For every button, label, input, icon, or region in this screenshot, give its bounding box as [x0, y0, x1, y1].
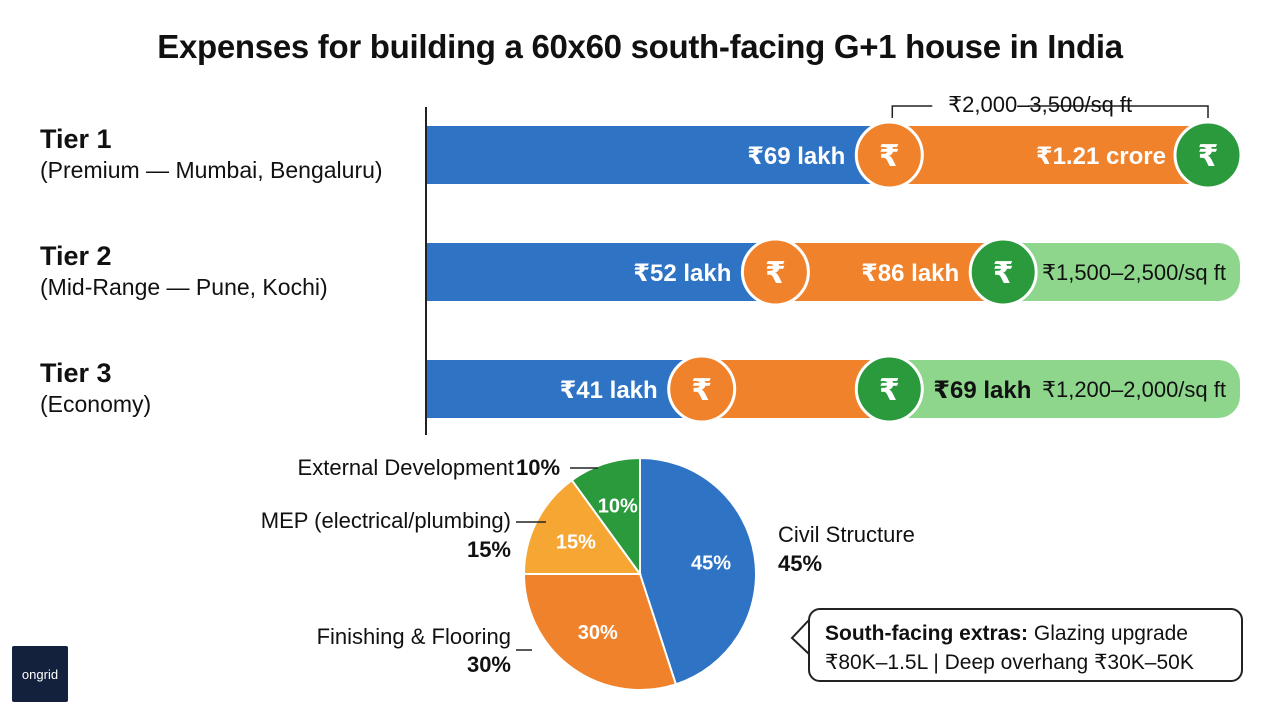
pie-legend-pct: 15% [467, 537, 511, 562]
rupee-symbol: ₹ [879, 139, 900, 174]
bar-high-label: ₹86 lakh [861, 260, 959, 287]
rate-label: ₹1,200–2,000/sq ft [1042, 377, 1226, 402]
rupee-symbol: ₹ [879, 373, 900, 408]
rate-bracket-right [1028, 105, 1209, 118]
bar-low-segment [427, 360, 702, 418]
rate-bracket-left [891, 105, 933, 118]
bar-high-label: ₹1.21 crore [1036, 143, 1166, 170]
bar-low-label: ₹69 lakh [747, 143, 845, 170]
pie-pct-label: 30% [578, 622, 618, 644]
callout-line2: ₹80K–1.5L | Deep overhang ₹30K–50K [825, 651, 1194, 674]
rupee-symbol: ₹ [993, 256, 1014, 291]
pie-legend-pct: 10% [516, 455, 560, 480]
bar-high-label: ₹69 lakh [933, 377, 1031, 404]
pie-pct-label: 45% [691, 553, 731, 575]
pie-legend-pct: 45% [778, 551, 822, 576]
pie-slice [570, 456, 641, 578]
bar-low-segment [427, 126, 890, 184]
callout-heading: South-facing extras: [825, 622, 1029, 645]
tier-3-label: Tier 3 (Economy) [40, 357, 151, 419]
bar-low-segment [427, 243, 776, 301]
pie-pct-label: 15% [556, 531, 596, 553]
pie-slice [522, 573, 678, 691]
south-facing-callout: South-facing extras: Glazing upgrade ₹80… [808, 608, 1243, 682]
tier-subtitle: (Premium — Mumbai, Bengaluru) [40, 157, 383, 183]
rupee-coin-low-icon [667, 354, 737, 424]
rupee-coin-high-icon [854, 354, 924, 424]
tier-name: Tier 1 [40, 124, 112, 154]
rate-label: ₹2,000–3,500/sq ft [948, 92, 1132, 117]
tier-subtitle: (Economy) [40, 391, 152, 417]
tier-1-label: Tier 1 (Premium — Mumbai, Bengaluru) [40, 123, 383, 185]
tier-name: Tier 2 [40, 241, 112, 271]
rupee-symbol: ₹ [691, 373, 712, 408]
chart-title: Expenses for building a 60x60 south-faci… [157, 28, 1123, 65]
pie-legend-label: Civil Structure [778, 522, 915, 547]
tier-2-label: Tier 2 (Mid-Range — Pune, Kochi) [40, 240, 328, 302]
ongrid-logo: ongrid [12, 646, 68, 702]
bar-low-label: ₹52 lakh [633, 260, 731, 287]
pie-pct-label: 10% [598, 496, 638, 518]
pie-legend-pct: 30% [467, 652, 511, 677]
rupee-coin-high-icon [968, 237, 1038, 307]
pie-legend-label: Finishing & Flooring [317, 624, 511, 649]
rupee-symbol: ₹ [1198, 139, 1219, 174]
pie-legend-label: External Development [298, 455, 514, 480]
rupee-coin-low-icon [854, 120, 924, 190]
bar-axis-line [425, 107, 427, 435]
tier-subtitle: (Mid-Range — Pune, Kochi) [40, 274, 328, 300]
tier-name: Tier 3 [40, 358, 112, 388]
callout-pointer [790, 619, 810, 655]
rupee-coin-low-icon [740, 237, 810, 307]
pie-legend-label: MEP (electrical/plumbing) [261, 508, 511, 533]
rupee-symbol: ₹ [765, 256, 786, 291]
rate-label: ₹1,500–2,500/sq ft [1042, 260, 1226, 285]
pie-slice [639, 456, 757, 686]
callout-line1: Glazing upgrade [1033, 622, 1188, 645]
bar-low-label: ₹41 lakh [560, 377, 658, 404]
rupee-coin-high-icon [1173, 120, 1243, 190]
